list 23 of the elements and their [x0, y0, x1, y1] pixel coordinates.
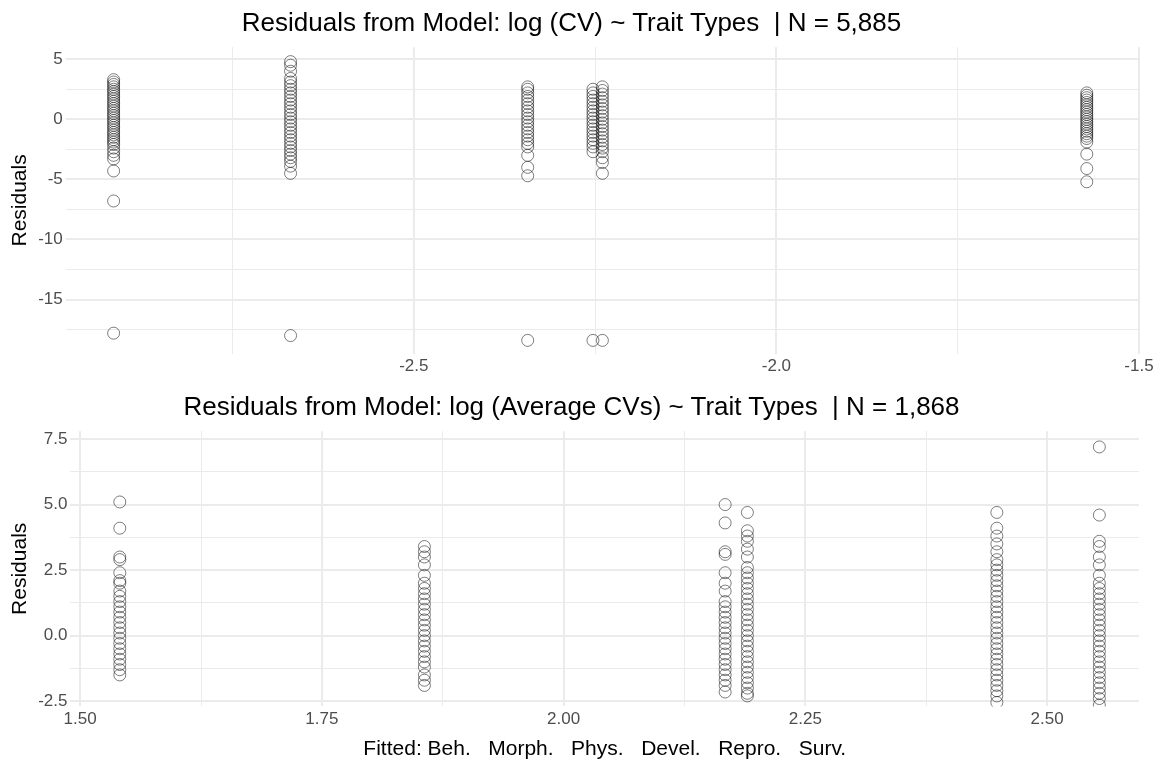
- chart-title: Residuals from Model: log (CV) ~ Trait Types | N = 5,885: [241, 6, 902, 37]
- x-tick-label: -2.5: [399, 356, 429, 376]
- x-tick-label: 2.50: [1030, 709, 1064, 729]
- y-tick-label: -5: [47, 169, 63, 189]
- y-tick-label: 7.5: [43, 428, 68, 448]
- y-axis-title: Residuals: [7, 522, 31, 615]
- y-tick-label: 5: [53, 48, 63, 68]
- y-tick-label: 2.5: [43, 559, 68, 579]
- x-tick-label: 1.50: [63, 709, 97, 729]
- y-tick-label: -15: [38, 289, 63, 309]
- x-tick-label: -1.5: [1124, 356, 1154, 376]
- y-tick-label: 0.0: [43, 625, 68, 645]
- y-axis-title: Residuals: [7, 154, 31, 247]
- y-tick-label: 0: [53, 108, 63, 128]
- x-tick-label: -2.0: [761, 356, 792, 376]
- y-tick-label: -2.5: [38, 690, 68, 710]
- y-tick-label: 5.0: [43, 494, 68, 514]
- x-tick-label: 2.25: [788, 709, 822, 729]
- x-tick-label: 1.75: [305, 709, 339, 729]
- x-axis-title: Fitted: Beh. Morph. Phys. Devel. Repro. Surv.: [363, 736, 847, 760]
- x-tick-label: 2.00: [547, 709, 581, 729]
- chart-title: Residuals from Model: log (Average CVs) ~ Trait Types | N = 1,868: [183, 390, 960, 421]
- y-tick-label: -10: [38, 229, 63, 249]
